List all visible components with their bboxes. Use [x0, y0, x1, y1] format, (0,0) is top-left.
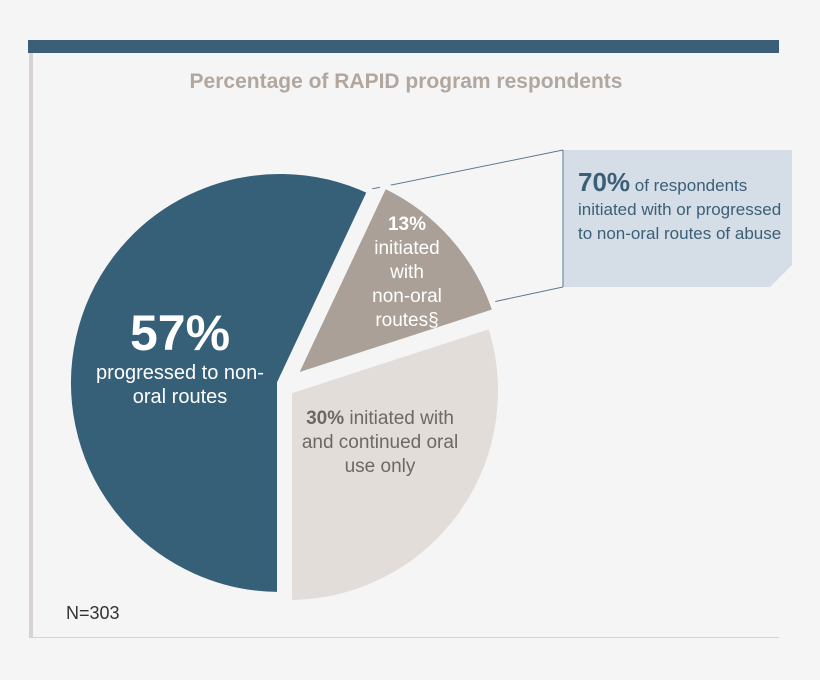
pie-slice-30	[286, 321, 504, 607]
left-border	[29, 53, 33, 637]
slice-label-57: 57% progressed to non-oral routes	[96, 305, 264, 408]
chart-title: Percentage of RAPID program respondents	[189, 70, 623, 93]
callout-connector-bottom	[492, 286, 564, 303]
bottom-border	[29, 637, 779, 638]
header-bar	[28, 40, 779, 53]
callout-text: 70% of respondents initiated with or pro…	[578, 167, 782, 243]
pie-slice-57	[65, 168, 375, 599]
slice-label-13: 13% initiated with non-oral routes§	[372, 214, 442, 331]
pie-slice-13	[288, 181, 500, 382]
slice-label-30: 30% initiated with and continued oral us…	[301, 408, 459, 477]
sample-size-note: N=303	[66, 603, 120, 623]
callout-box	[563, 150, 792, 287]
